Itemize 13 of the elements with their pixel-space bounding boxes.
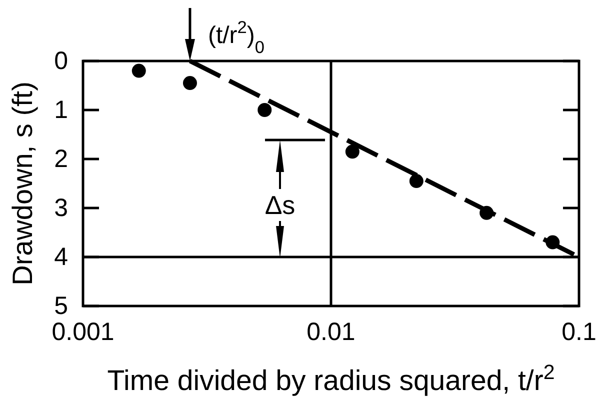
y-tick-label: 3 [54,194,68,222]
y-tick-label: 5 [54,292,68,320]
y-tick-label: 0 [54,47,68,75]
x-tick-label: 0.1 [562,318,596,346]
x-tick-label: 0.001 [52,318,114,346]
x-axis-title: Time divided by radius squared, t/r$^{2}$ [107,360,555,397]
y-axis-title: Drawdown, s (ft) [7,82,38,286]
y-tick-label: 1 [54,96,68,124]
annotation: Δs [264,190,296,220]
x-tick-label: 0.01 [306,318,356,346]
y-tick-label: 2 [54,145,68,173]
y-tick-label: 4 [54,243,68,271]
annotation: (t/r$^{2}$)$_{0}$ [208,17,265,57]
